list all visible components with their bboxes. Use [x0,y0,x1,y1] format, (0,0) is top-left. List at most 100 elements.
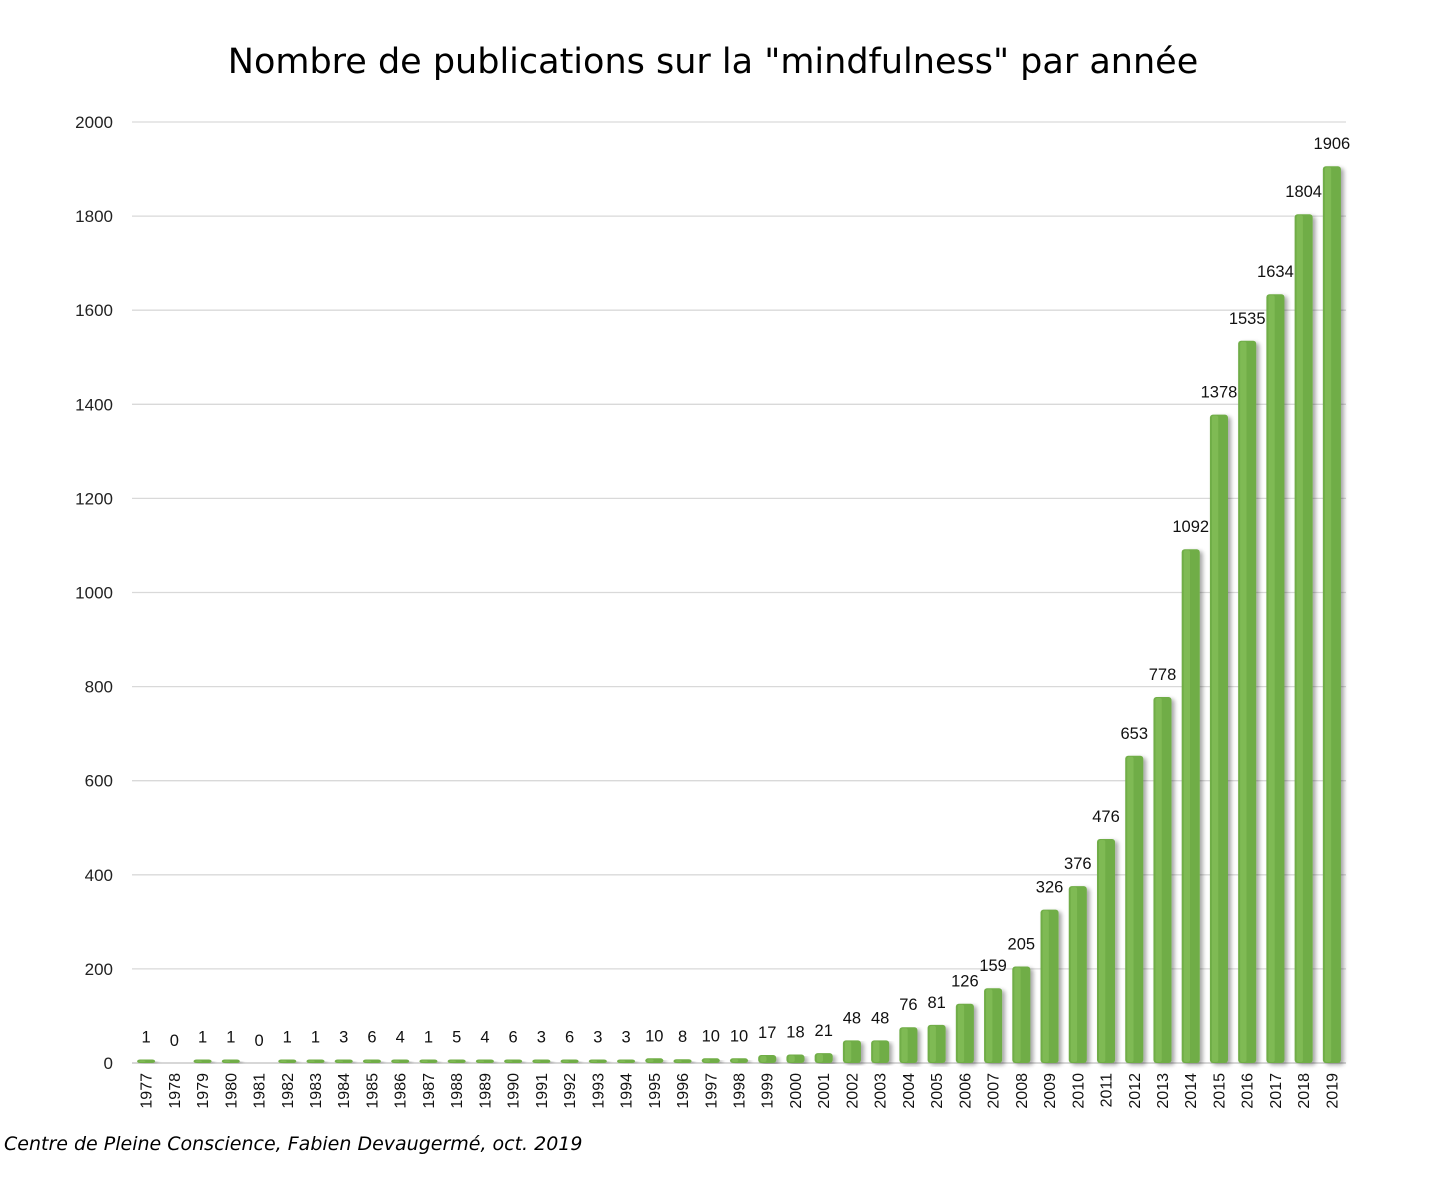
x-tick-label: 2017 [1268,1073,1285,1109]
data-label: 76 [899,996,917,1014]
x-tick-label: 1979 [195,1073,212,1109]
y-tick-label: 600 [85,772,113,791]
x-tick-label: 2001 [816,1073,833,1109]
y-tick-label: 800 [85,678,113,697]
y-tick-label: 1000 [75,584,113,603]
bar-highlight [901,1028,908,1062]
bar-highlight [477,1060,485,1062]
bar-highlight [1240,341,1247,1063]
bar-highlight [788,1055,795,1062]
x-tick-label: 1980 [223,1073,240,1109]
x-tick-label: 1989 [477,1073,494,1109]
bar-highlight [506,1060,513,1062]
data-label: 3 [339,1029,348,1047]
y-tick-label: 0 [104,1054,113,1073]
y-tick-label: 1400 [75,395,113,414]
bar-highlight [1155,697,1162,1062]
bar-highlight [421,1060,428,1062]
x-tick-label: 1993 [590,1073,607,1109]
x-tick-label: 2019 [1324,1073,1341,1109]
x-tick-label: 2007 [986,1073,1003,1109]
data-label: 10 [730,1027,748,1045]
bar [588,1059,607,1063]
data-label: 6 [509,1029,518,1047]
bar-highlight [223,1060,231,1062]
bar-highlight [1183,550,1191,1062]
x-tick-label: 2013 [1155,1073,1172,1109]
bar-highlight [280,1060,287,1062]
bar-highlight [534,1060,541,1062]
bar-highlight [336,1060,344,1062]
data-label: 17 [758,1024,776,1042]
x-tick-label: 2014 [1183,1073,1200,1109]
x-tick-label: 2016 [1240,1073,1257,1109]
x-tick-label: 1988 [449,1073,466,1109]
x-tick-label: 1982 [280,1073,297,1109]
bar-highlight [957,1004,965,1062]
x-tick-label: 2006 [957,1073,974,1109]
bar [532,1059,551,1063]
x-tick-label: 2015 [1211,1073,1228,1109]
bar-highlight [449,1060,456,1062]
bar-highlight [929,1025,936,1062]
bar-highlight [393,1060,400,1062]
bar [362,1059,382,1063]
data-label: 4 [396,1029,405,1047]
bar-highlight [308,1060,315,1062]
data-label: 5 [452,1029,461,1047]
y-tick-label: 1600 [75,301,113,320]
bar-highlight [760,1056,767,1062]
bar [504,1059,523,1063]
bar-highlight [139,1060,146,1062]
bar-highlight [647,1059,654,1062]
data-label: 6 [367,1029,376,1047]
data-label: 1634 [1257,263,1294,281]
data-label: 778 [1149,666,1177,684]
data-label: 205 [1008,936,1036,954]
x-tick-label: 1977 [139,1073,156,1109]
x-tick-label: 1981 [252,1073,269,1109]
x-tick-label: 2009 [1042,1073,1059,1109]
x-tick-label: 1978 [167,1073,184,1109]
data-label: 1906 [1314,135,1351,153]
x-tick-label: 2000 [788,1073,805,1109]
data-label: 1 [226,1029,235,1047]
data-label: 0 [254,1032,263,1050]
bar-highlight [195,1060,202,1062]
data-label: 10 [702,1027,720,1045]
data-label: 476 [1092,808,1120,826]
bar [193,1059,212,1063]
bar [278,1059,297,1063]
y-tick-label: 1200 [75,489,113,508]
chart-credit: Centre de Pleine Conscience, Fabien Deva… [4,1133,583,1155]
x-tick-label: 1998 [732,1073,749,1109]
bar [137,1059,156,1063]
x-tick-label: 1983 [308,1073,325,1109]
x-tick-label: 2011 [1099,1073,1116,1108]
bar-highlight [986,989,993,1062]
data-label: 4 [480,1029,489,1047]
x-tick-label: 2018 [1296,1073,1313,1109]
data-label: 159 [979,957,1007,975]
bar-highlight [1098,840,1106,1062]
data-label: 1 [311,1029,320,1047]
bar [221,1059,240,1063]
data-label: 126 [951,973,979,991]
data-label: 3 [537,1029,546,1047]
data-label: 1092 [1172,518,1209,536]
data-label: 653 [1120,725,1148,743]
bar-highlight [703,1059,711,1062]
bar-highlight [1324,167,1332,1063]
bar-highlight [816,1054,823,1062]
bar-highlight [1268,295,1275,1062]
x-tick-label: 2002 [844,1073,861,1109]
bar-highlight [1070,887,1078,1062]
data-label: 1535 [1229,310,1266,328]
data-label: 8 [678,1028,687,1046]
x-tick-label: 1990 [506,1073,523,1109]
bar-highlight [675,1060,682,1062]
bar-highlight [1296,215,1303,1062]
x-tick-label: 1995 [647,1073,664,1109]
bar-highlight [364,1060,372,1062]
